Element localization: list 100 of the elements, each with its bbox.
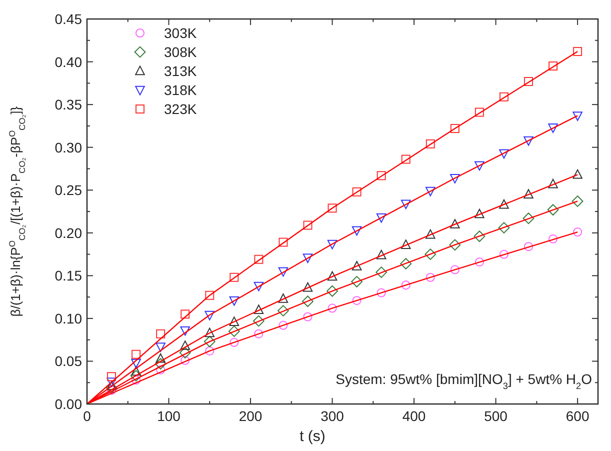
point bbox=[303, 220, 312, 230]
point bbox=[180, 326, 190, 336]
point bbox=[254, 304, 264, 314]
point bbox=[400, 200, 411, 210]
point bbox=[524, 136, 534, 146]
point bbox=[156, 342, 166, 352]
point bbox=[352, 296, 362, 306]
y-tick-label: 0.45 bbox=[54, 11, 82, 27]
point bbox=[573, 228, 582, 237]
point bbox=[498, 222, 510, 234]
point bbox=[400, 258, 412, 270]
point bbox=[205, 346, 214, 356]
point bbox=[154, 358, 166, 370]
point bbox=[106, 380, 116, 390]
point bbox=[131, 358, 141, 368]
point bbox=[302, 296, 314, 308]
point bbox=[254, 254, 264, 264]
point bbox=[522, 212, 534, 224]
point bbox=[229, 296, 240, 306]
point bbox=[230, 338, 239, 347]
point bbox=[302, 254, 313, 263]
point bbox=[156, 365, 166, 374]
point bbox=[180, 340, 190, 350]
point bbox=[425, 186, 436, 196]
x-tick-label: 600 bbox=[566, 408, 590, 424]
point bbox=[352, 187, 362, 196]
point bbox=[474, 108, 484, 117]
point bbox=[376, 171, 386, 180]
point bbox=[131, 366, 141, 376]
point bbox=[474, 161, 484, 171]
point bbox=[499, 92, 508, 102]
legend-label: 313K bbox=[164, 63, 198, 79]
point bbox=[426, 139, 435, 148]
x-axis-title: t (s) bbox=[300, 428, 326, 445]
point bbox=[474, 208, 484, 218]
point bbox=[278, 293, 288, 303]
point bbox=[424, 248, 436, 260]
point bbox=[548, 62, 558, 71]
point bbox=[426, 272, 435, 282]
point bbox=[303, 312, 312, 322]
point bbox=[107, 372, 116, 382]
point bbox=[106, 378, 116, 388]
point bbox=[132, 350, 141, 359]
x-tick-label: 500 bbox=[484, 408, 508, 424]
point bbox=[572, 196, 584, 207]
y-tick-label: 0.10 bbox=[54, 310, 82, 326]
point bbox=[130, 370, 142, 382]
point bbox=[425, 229, 436, 239]
point bbox=[327, 271, 338, 281]
point bbox=[524, 76, 534, 86]
point bbox=[499, 199, 509, 209]
point bbox=[499, 250, 509, 259]
y-tick-label: 0.25 bbox=[54, 182, 82, 198]
x-tick-label: 0 bbox=[83, 408, 92, 424]
point bbox=[205, 290, 214, 300]
point bbox=[204, 336, 216, 348]
point bbox=[450, 174, 460, 184]
point bbox=[326, 285, 338, 297]
point bbox=[376, 213, 386, 223]
point bbox=[180, 356, 190, 365]
point bbox=[401, 154, 410, 164]
y-tick-label: 0.20 bbox=[54, 224, 82, 241]
point bbox=[156, 329, 166, 338]
legend-label: 323K bbox=[164, 101, 198, 117]
point bbox=[230, 272, 239, 282]
y-tick-label: 0.15 bbox=[54, 268, 82, 284]
point bbox=[449, 239, 461, 251]
point bbox=[450, 219, 460, 228]
point bbox=[278, 238, 288, 247]
point bbox=[156, 353, 166, 363]
point bbox=[204, 328, 215, 338]
x-tick-label: 100 bbox=[157, 408, 181, 424]
point bbox=[254, 282, 264, 292]
legend-label: 318K bbox=[164, 82, 198, 98]
point bbox=[328, 304, 337, 313]
point bbox=[352, 260, 362, 270]
point bbox=[572, 112, 582, 121]
y-tick-label: 0.30 bbox=[54, 139, 82, 156]
point bbox=[524, 242, 534, 252]
point bbox=[547, 204, 559, 216]
point bbox=[327, 240, 338, 250]
point bbox=[228, 326, 240, 337]
point bbox=[278, 267, 288, 277]
point bbox=[572, 169, 582, 179]
legend-label: 308K bbox=[164, 44, 198, 60]
x-tick-label: 400 bbox=[402, 408, 426, 424]
point bbox=[376, 266, 388, 278]
point bbox=[254, 329, 264, 338]
point bbox=[548, 124, 558, 133]
point bbox=[524, 189, 534, 198]
point bbox=[351, 276, 363, 288]
point bbox=[573, 47, 582, 56]
point bbox=[376, 250, 386, 260]
point bbox=[400, 240, 411, 249]
point bbox=[252, 315, 264, 327]
x-tick-label: 300 bbox=[320, 408, 344, 424]
y-tick-label: 0.40 bbox=[54, 54, 82, 70]
legend-label: 303K bbox=[164, 25, 198, 41]
point bbox=[450, 265, 460, 274]
point bbox=[204, 310, 215, 320]
